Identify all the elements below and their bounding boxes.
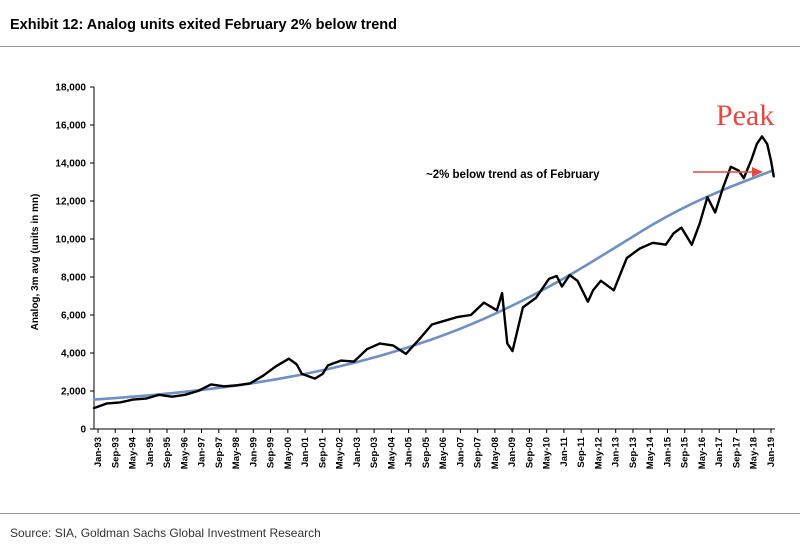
x-tick-label: Sep-95: [162, 436, 173, 468]
x-tick-label: Sep-09: [524, 437, 535, 468]
bottom-divider: [0, 513, 800, 514]
annotation-arrowhead: [752, 167, 763, 177]
x-tick-label: May-06: [438, 437, 449, 469]
x-tick-label: May-98: [231, 437, 242, 469]
x-tick-label: Sep-11: [576, 436, 587, 467]
trend-line: [92, 169, 774, 401]
x-tick-label: May-14: [645, 436, 656, 469]
x-tick-label: Sep-17: [731, 437, 742, 468]
x-tick-label: Jan-19: [766, 437, 777, 467]
x-tick-label: May-18: [749, 437, 760, 469]
y-tick-label: 2,000: [61, 387, 86, 398]
x-tick-label: Sep-07: [473, 437, 484, 468]
analog-units-line: [92, 135, 775, 410]
y-tick-label: 10,000: [55, 235, 86, 246]
x-tick-label: Sep-03: [369, 437, 380, 468]
y-tick-label: 18,000: [55, 83, 86, 94]
x-tick-label: May-96: [179, 437, 190, 469]
x-tick-label: May-08: [490, 437, 501, 469]
y-tick-label: 12,000: [55, 197, 86, 208]
y-tick-label: 8,000: [61, 273, 86, 284]
x-tick-label: Jan-95: [145, 436, 156, 467]
x-tick-label: May-04: [386, 436, 397, 469]
annotations: ~2% below trend as of February Peak: [426, 99, 774, 181]
y-tick-label: 16,000: [55, 121, 86, 132]
x-tick-label: May-94: [128, 436, 139, 469]
annotation-below-trend: ~2% below trend as of February: [426, 169, 600, 181]
x-tick-label: May-02: [335, 437, 346, 469]
x-tick-label: Jan-17: [714, 437, 725, 467]
x-tick-label: Sep-15: [680, 436, 691, 468]
x-tick-label: Jan-13: [611, 437, 622, 467]
chart-title: Exhibit 12: Analog units exited February…: [10, 17, 398, 33]
x-tick-label: Sep-93: [110, 437, 121, 468]
y-axis-title: Analog, 3m avg (units in mn): [30, 194, 41, 331]
x-tick-label: Jan-07: [455, 437, 466, 467]
plot-area: [92, 135, 775, 410]
y-tick-label: 14,000: [55, 159, 86, 170]
x-tick-label: Sep-01: [317, 436, 328, 468]
y-axis: 0 2,000 4,000 6,000 8,000 10,000 12,000 14,000 1…: [55, 83, 95, 436]
x-tick-label: Jan-15: [662, 436, 673, 467]
y-tick-label: 4,000: [61, 349, 86, 360]
x-tick-label: Jan-93: [93, 437, 104, 467]
x-tick-label: Jan-01: [300, 436, 311, 467]
peak-label: Peak: [716, 99, 774, 132]
x-tick-label: Jan-11: [559, 436, 570, 466]
x-tick-label: Jan-97: [197, 437, 208, 467]
y-tick-label: 0: [80, 425, 86, 436]
x-tick-label: Sep-99: [266, 437, 277, 468]
x-tick-label: Jan-03: [352, 437, 363, 467]
top-divider: [0, 46, 800, 47]
x-tick-label: Jan-09: [507, 437, 518, 467]
x-tick-label: May-12: [593, 437, 604, 469]
x-tick-label: Jan-99: [248, 437, 259, 467]
x-tick-label: Sep-13: [628, 437, 639, 468]
x-tick-label: May-16: [697, 437, 708, 469]
source-note: Source: SIA, Goldman Sachs Global Invest…: [10, 526, 321, 540]
x-tick-label: Jan-05: [404, 436, 415, 467]
x-axis: Jan-93 Sep-93 May-94 Jan-95 Sep-95 May-96 Jan-…: [93, 428, 777, 469]
y-tick-label: 6,000: [61, 311, 86, 322]
x-tick-label: May-00: [283, 437, 294, 469]
x-tick-label: Sep-97: [214, 437, 225, 468]
x-tick-label: Sep-05: [421, 436, 432, 468]
x-tick-label: May-10: [542, 437, 553, 469]
